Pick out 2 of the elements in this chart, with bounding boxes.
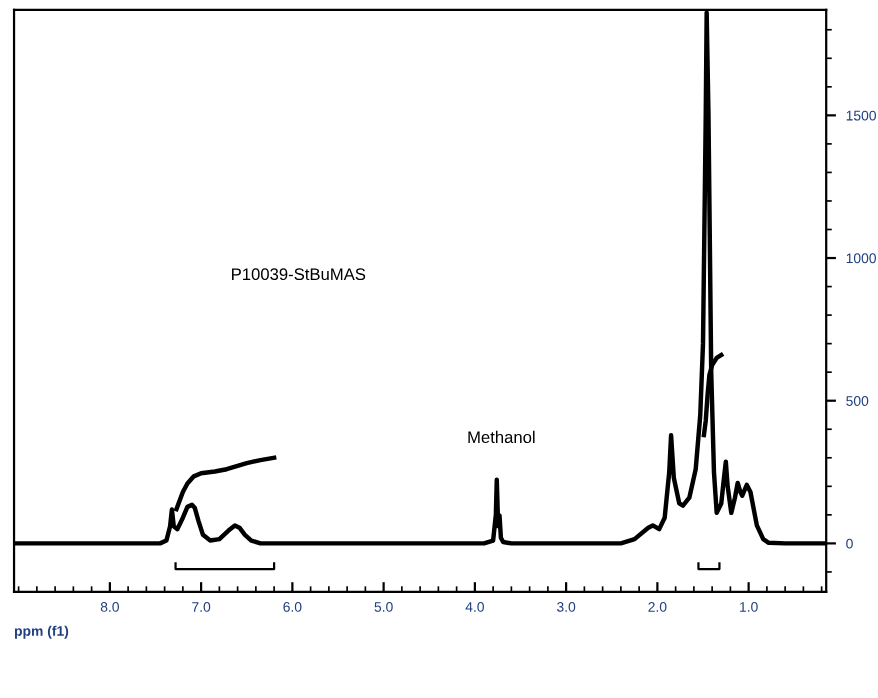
annotation: Methanol: [468, 430, 535, 444]
annotation: P10039-StBuMAS: [232, 268, 366, 281]
